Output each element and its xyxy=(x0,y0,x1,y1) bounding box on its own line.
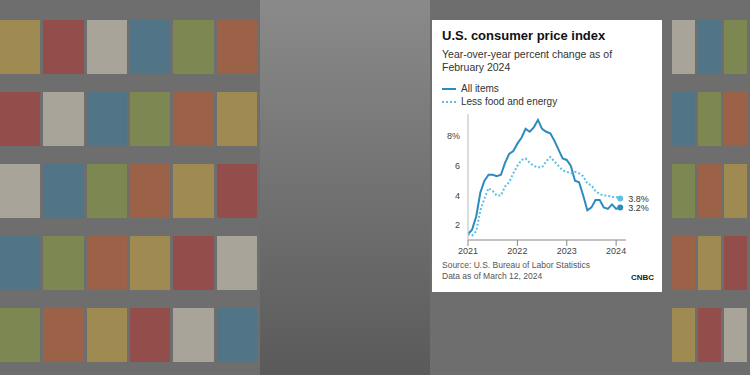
svg-text:2024: 2024 xyxy=(606,246,626,256)
svg-text:2: 2 xyxy=(455,220,460,230)
svg-text:4: 4 xyxy=(455,191,460,201)
svg-text:3.2%: 3.2% xyxy=(628,203,649,213)
svg-text:8%: 8% xyxy=(447,131,460,141)
svg-text:2022: 2022 xyxy=(507,246,527,256)
html-text:Data as of March 12, 2024: Data as of March 12, 2024 xyxy=(442,271,543,281)
html-text:CNBC: CNBC xyxy=(630,273,654,282)
svg-text:2021: 2021 xyxy=(458,246,478,256)
svg-text:2023: 2023 xyxy=(557,246,577,256)
svg-text:6: 6 xyxy=(455,161,460,171)
html-text:All items: All items xyxy=(461,83,499,94)
html-text:Year-over-year percent change: Year-over-year percent change as of Febr… xyxy=(442,48,612,73)
svg-text:3.8%: 3.8% xyxy=(628,193,649,204)
html-text:Less food and energy: Less food and energy xyxy=(461,96,558,107)
html-text:Source: U.S. Bureau of Labor S: Source: U.S. Bureau of Labor Statistics xyxy=(442,260,590,270)
html-text:U.S. consumer price index: U.S. consumer price index xyxy=(442,28,606,43)
